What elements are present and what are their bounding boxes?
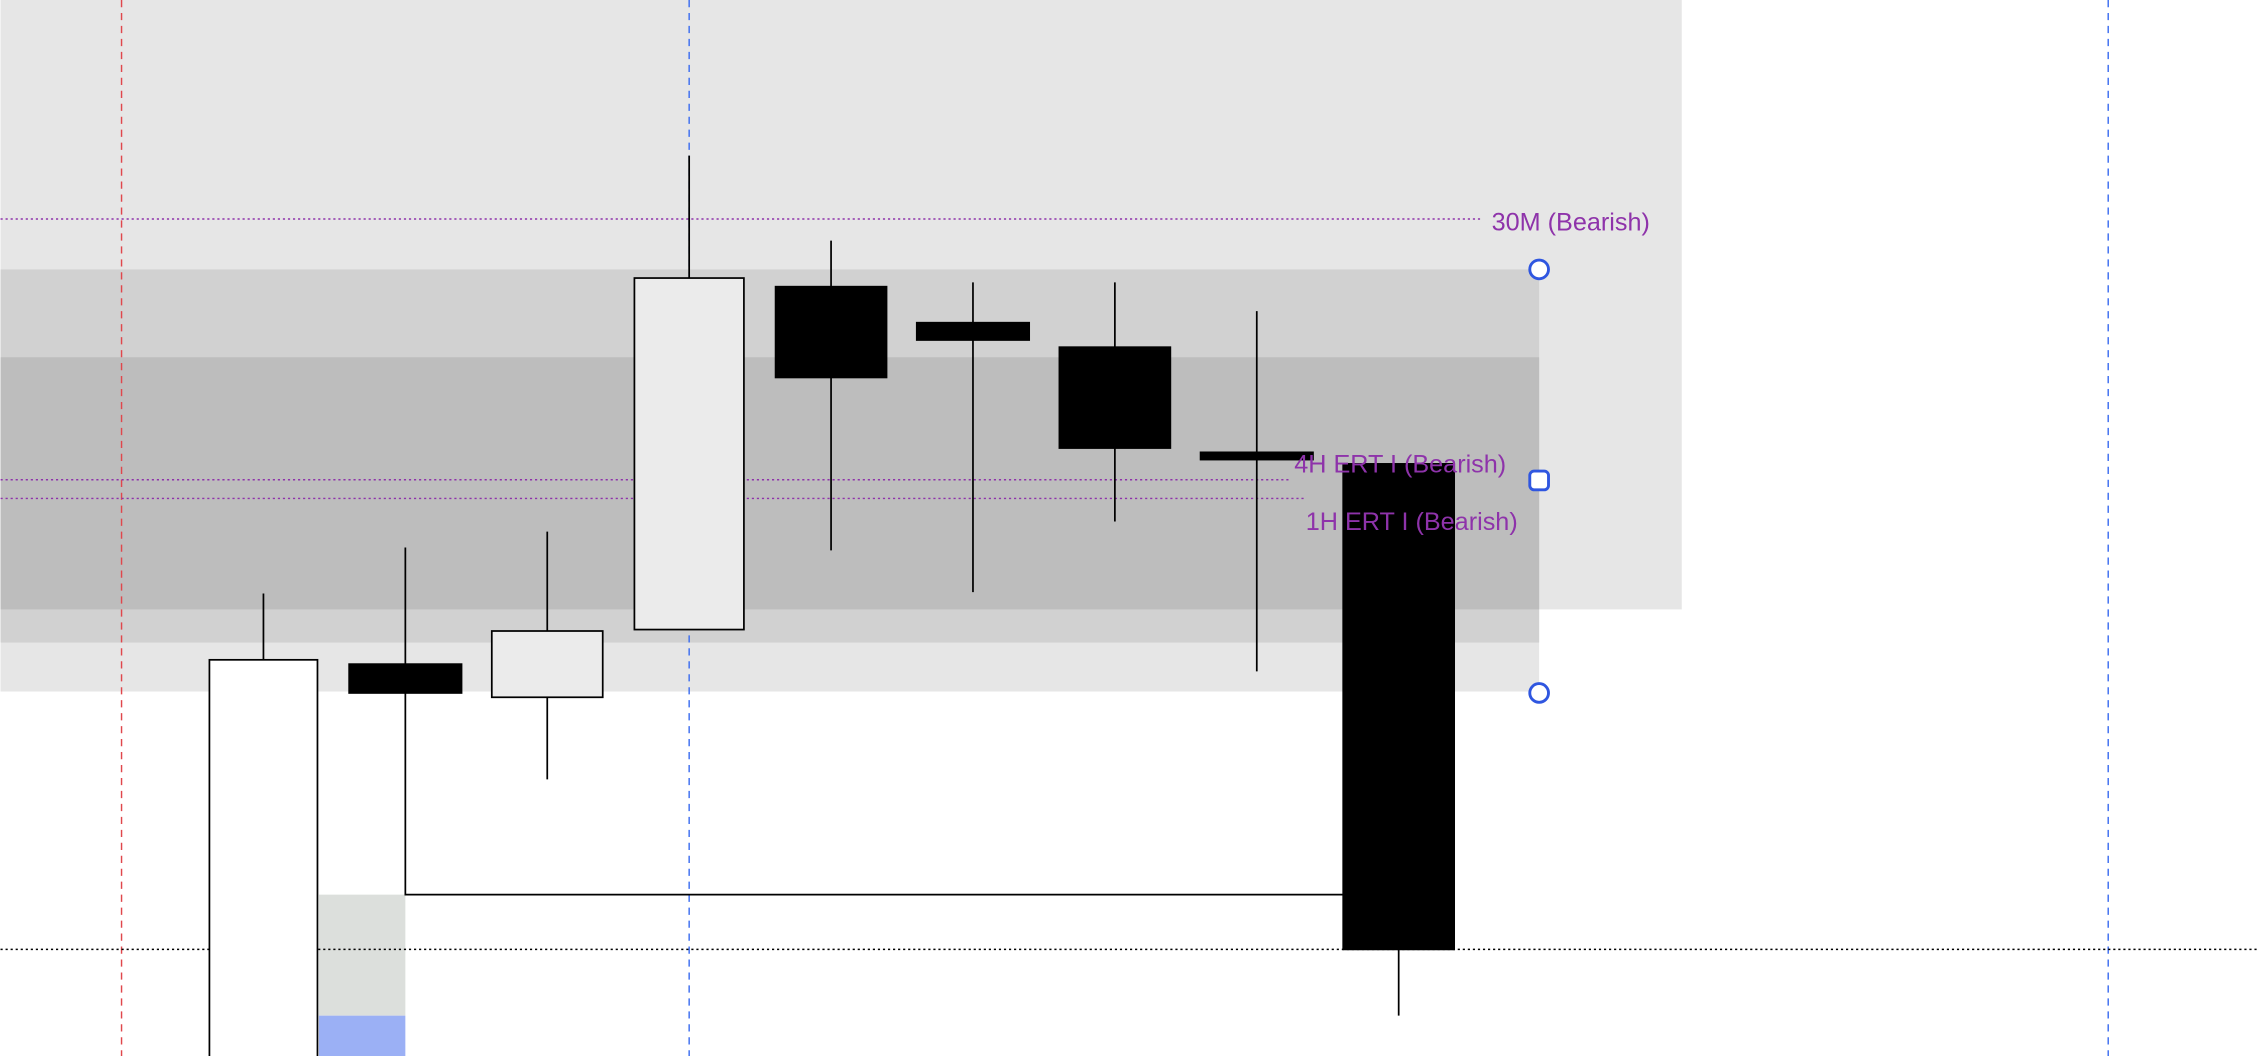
zone-label-30m: 30M (Bearish): [1492, 209, 1650, 237]
candle-bullish[interactable]: [633, 277, 745, 631]
connector-line: [404, 692, 1344, 896]
candles: [208, 155, 1456, 1056]
candle-bearish[interactable]: [915, 321, 1031, 341]
candle-bearish[interactable]: [348, 663, 463, 694]
zone-handle-middle[interactable]: [1528, 469, 1550, 492]
zone-dark[interactable]: [0, 357, 1540, 610]
candle-bearish[interactable]: [1058, 346, 1172, 449]
zone-handle-top[interactable]: [1528, 258, 1550, 281]
zone-label-4h: 4H ERT I (Bearish): [1294, 451, 1506, 479]
candle-bullish[interactable]: [208, 658, 319, 1056]
candle-bearish[interactable]: [1342, 463, 1456, 951]
zone-label-1h: 1H ERT I (Bearish): [1306, 508, 1518, 536]
volume-block-blue: [318, 1015, 406, 1056]
candle-bearish[interactable]: [774, 285, 888, 379]
zone-handle-bottom[interactable]: [1528, 682, 1550, 704]
candle-bearish[interactable]: [1199, 451, 1314, 461]
volume-block-grey: [318, 894, 406, 1016]
candle-bullish[interactable]: [490, 630, 604, 699]
